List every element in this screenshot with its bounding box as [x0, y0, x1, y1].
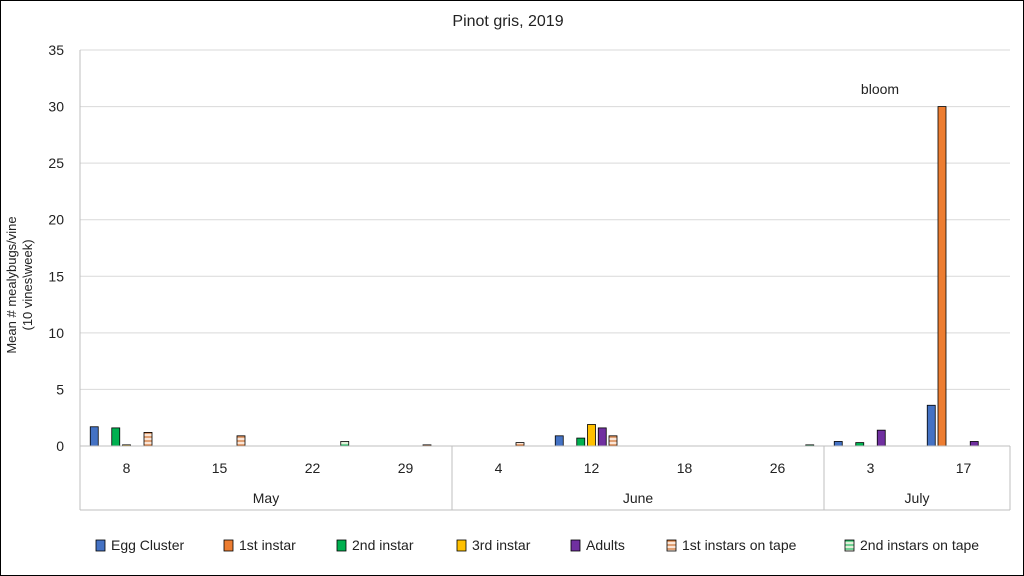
y-tick-label: 35: [48, 42, 64, 58]
chart-title: Pinot gris, 2019: [452, 13, 563, 30]
x-axis: 8 15 22 29 4 12 18 26 3 17 May June July: [79, 50, 1011, 511]
x-tick-label: 8: [123, 460, 131, 476]
bar-adults: [876, 429, 886, 447]
bar-egg-cluster: [833, 441, 843, 447]
x-tick-label: 22: [305, 460, 321, 476]
bar-egg-cluster: [554, 435, 564, 447]
x-tick-label: 29: [398, 460, 414, 476]
y-axis-ticks: 0 5 10 15 20 25 30 35: [48, 42, 64, 454]
y-tick-label: 10: [48, 325, 64, 341]
legend-swatch: [95, 539, 106, 552]
legend-label: Adults: [586, 537, 625, 553]
y-tick-label: 15: [48, 268, 64, 284]
y-tick-label: 25: [48, 155, 64, 171]
month-label: May: [253, 490, 279, 506]
bar-adults: [969, 441, 979, 447]
bar-2nd-instar: [576, 437, 586, 447]
legend-label: 2nd instar: [352, 537, 414, 553]
bar-1st-instars-on-tape: [143, 432, 153, 447]
bar-1st-instars-on-tape: [608, 435, 618, 447]
legend-swatch: [223, 539, 234, 552]
x-tick-label: 18: [677, 460, 693, 476]
y-tick-label: 30: [48, 99, 64, 115]
legend-swatch: [570, 539, 581, 552]
x-tick-label: 17: [956, 460, 972, 476]
legend-swatch: [336, 539, 347, 552]
y-tick-label: 20: [48, 212, 64, 228]
bar-1st-instar: [937, 106, 947, 447]
legend-label: Egg Cluster: [111, 537, 184, 553]
bar-2nd-instars-on-tape: [340, 441, 350, 447]
x-tick-label: 3: [867, 460, 875, 476]
bar-1st-instars-on-tape: [515, 442, 525, 447]
x-tick-label: 4: [495, 460, 503, 476]
bar-3rd-instar: [587, 424, 596, 447]
bar-egg-cluster: [926, 404, 936, 447]
legend-label: 3rd instar: [472, 537, 531, 553]
month-label: July: [905, 490, 930, 506]
legend-label: 2nd instars on tape: [860, 537, 979, 553]
y-axis-label-line-2: (10 vines\week): [20, 239, 35, 330]
legend: Egg Cluster 1st instar 2nd instar 3rd insta…: [95, 537, 979, 553]
y-axis-label-line-1: Mean # mealybugs/vine: [4, 216, 19, 353]
y-tick-label: 5: [56, 381, 64, 397]
bar-2nd-instar: [855, 442, 865, 447]
bar-2nd-instar: [111, 427, 121, 447]
gridlines: [80, 49, 1010, 390]
legend-swatch: [844, 539, 855, 552]
x-tick-label: 12: [584, 460, 600, 476]
bar-egg-cluster: [89, 426, 99, 447]
x-tick-label: 26: [770, 460, 786, 476]
bar-adults: [597, 427, 607, 447]
y-axis-label: Mean # mealybugs/vine (10 vines\week): [4, 216, 35, 353]
legend-label: 1st instars on tape: [682, 537, 797, 553]
legend-swatch: [456, 539, 467, 552]
bar-1st-instars-on-tape: [236, 435, 246, 447]
month-label: June: [623, 490, 654, 506]
legend-swatch: [666, 539, 677, 552]
x-tick-label: 15: [212, 460, 228, 476]
legend-label: 1st instar: [239, 537, 296, 553]
bloom-annotation: bloom: [861, 81, 899, 97]
y-tick-label: 0: [56, 438, 64, 454]
